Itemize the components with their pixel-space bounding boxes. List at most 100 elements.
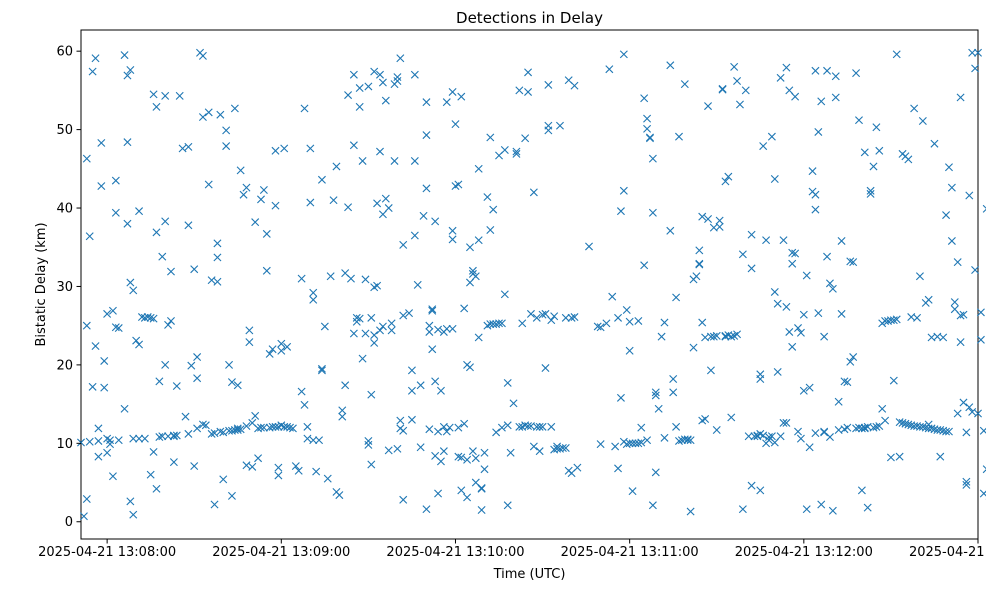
data-point [256,195,265,204]
data-point [849,258,858,267]
data-point [959,310,968,319]
data-point [811,66,820,75]
data-point [561,444,570,453]
data-point [387,319,396,328]
data-point [823,66,832,75]
data-point [515,422,524,431]
data-point [77,438,85,447]
data-point [135,340,144,349]
chart-title: Detections in Delay [456,9,603,27]
data-point [643,436,652,445]
data-point [849,353,858,362]
data-point [721,177,730,186]
data-point [358,354,367,363]
y-tick-label: 30 [56,280,73,295]
data-point [942,211,951,220]
data-point [471,272,480,281]
data-point [913,313,922,322]
data-point [500,146,509,154]
data-point [466,278,474,287]
data-point [187,361,196,370]
data-point [442,98,451,107]
data-point [152,484,161,493]
data-point [434,325,443,334]
data-point [666,61,675,70]
y-tick-label: 20 [56,358,73,373]
data-point [497,423,506,432]
data-point [904,155,913,164]
data-point [135,434,144,443]
data-point [489,205,498,214]
data-point [370,338,379,347]
data-point [193,374,202,383]
data-point [866,189,875,198]
data-point [628,439,637,448]
data-point [747,481,756,490]
data-point [370,67,379,76]
data-point [770,287,779,296]
data-point [297,274,306,283]
data-point [152,228,161,237]
data-point [524,68,533,77]
data-point [94,424,103,433]
data-point [262,229,271,238]
data-point [114,324,123,333]
data-point [614,464,623,473]
data-point [364,82,373,91]
data-point [129,510,138,519]
data-point [930,139,939,148]
data-point [198,113,207,122]
data-point [227,491,236,500]
data-point [648,501,657,510]
data-point [796,434,805,443]
data-point [271,201,280,210]
data-point [730,62,739,71]
x-tick-label: 2025-04-21 13:13:00 [909,545,986,560]
data-point [541,309,550,318]
data-point [979,489,986,498]
data-point [204,180,213,189]
x-tick-label: 2025-04-21 13:12:00 [735,545,873,560]
data-point [715,222,724,231]
data-point [91,342,100,351]
data-point [85,437,94,446]
data-point [895,418,904,427]
data-point [506,448,515,457]
data-point [378,322,387,331]
data-point [767,132,776,141]
data-point [367,460,376,469]
data-point [399,426,408,435]
data-point [872,422,881,431]
data-point [892,315,901,324]
data-point [286,423,294,432]
data-point [814,309,823,318]
data-point [439,422,448,431]
data-point [532,313,541,322]
y-axis-label: Bistatic Delay (km) [34,222,49,346]
y-tick-label: 60 [56,45,73,60]
data-point [802,271,811,280]
data-point [666,226,675,235]
data-point [129,434,138,443]
data-point [146,313,155,322]
data-point [172,382,181,391]
data-point [979,426,986,435]
data-point [120,404,129,413]
data-point [448,226,457,235]
data-point [637,438,646,447]
data-point [219,428,228,437]
data-point [428,345,437,354]
data-point [425,321,434,330]
data-point [451,120,460,129]
data-point [373,281,382,290]
data-point [756,429,765,438]
data-point [454,423,463,432]
data-point [834,397,843,406]
data-point [181,412,190,421]
data-point [140,313,149,322]
data-point [106,436,115,445]
data-point [512,149,521,158]
data-point [570,81,579,90]
data-point [236,425,245,434]
data-point [184,221,193,230]
